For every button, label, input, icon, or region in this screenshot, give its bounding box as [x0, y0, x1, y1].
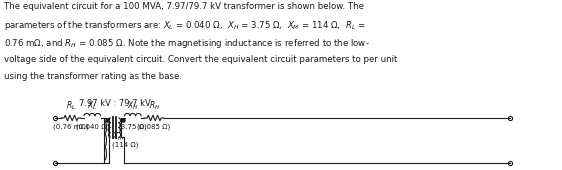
Text: voltage side of the equivalent circuit. Convert the equivalent circuit parameter: voltage side of the equivalent circuit. … — [4, 55, 397, 64]
Text: $X_m$: $X_m$ — [112, 130, 124, 143]
Text: (114 Ω): (114 Ω) — [112, 141, 138, 148]
Text: $X_L$: $X_L$ — [87, 100, 97, 113]
Text: 0.76 mΩ, and $R_H$ = 0.085 Ω. Note the magnetising inductance is referred to the: 0.76 mΩ, and $R_H$ = 0.085 Ω. Note the m… — [4, 37, 370, 50]
Text: The equivalent circuit for a 100 MVA, 7.97/79.7 kV transformer is shown below. T: The equivalent circuit for a 100 MVA, 7.… — [4, 2, 364, 11]
Text: 7.97 kV : 79.7 kV: 7.97 kV : 79.7 kV — [79, 99, 151, 108]
Text: parameters of the transformers are: $X_L$ = 0.040 Ω,  $X_H$ = 3.75 Ω,  $X_M$ = 1: parameters of the transformers are: $X_L… — [4, 20, 366, 32]
Text: (0.76 mΩ): (0.76 mΩ) — [53, 123, 89, 130]
Text: $R_L$: $R_L$ — [66, 100, 76, 113]
Text: $X_H$: $X_H$ — [127, 100, 139, 113]
Text: using the transformer rating as the base.: using the transformer rating as the base… — [4, 72, 182, 81]
Text: $R_H$: $R_H$ — [148, 100, 160, 113]
Text: (0.085 Ω): (0.085 Ω) — [138, 123, 171, 130]
Text: (3.75 Ω): (3.75 Ω) — [119, 123, 147, 130]
Text: (0.040 Ω): (0.040 Ω) — [76, 123, 109, 130]
